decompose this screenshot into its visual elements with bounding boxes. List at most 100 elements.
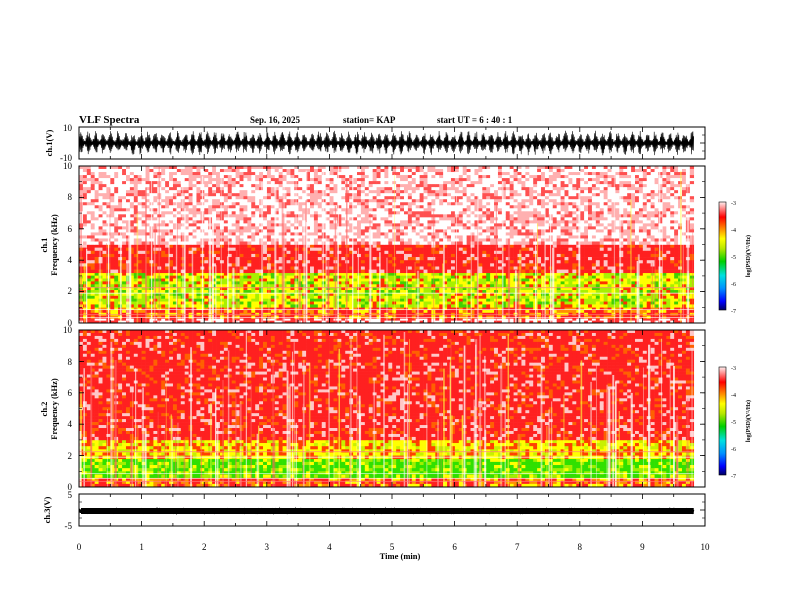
spectrogram-cell [122,292,127,297]
spectrogram-cell [122,232,127,236]
spectrogram-cell [216,290,221,294]
spectrogram-cell [650,257,655,261]
spectrogram-cell [125,229,131,233]
spectrogram-cell [306,266,311,270]
spectrogram-cell [627,301,632,305]
spectrogram-cell [259,318,264,321]
spectrogram-cell [501,253,507,258]
spectrogram-cell [364,315,370,319]
spectrogram-cell [380,275,385,279]
spectrogram-cell [357,310,362,314]
spectrogram-cell [564,278,569,282]
spectrogram-cell [317,292,323,297]
spectrogram-cell [396,266,401,270]
spectrogram-cell [599,287,604,291]
spectrogram-cell [576,301,581,305]
spectrogram-cell [259,269,264,274]
spectrogram-cell [646,247,651,252]
spectrogram-cell [204,269,209,274]
spectrogram-cell [274,307,279,311]
spectrogram-cell [568,263,573,267]
spectrogram-cell [450,244,456,248]
spectrogram-cell [223,310,229,314]
spectrogram-cell [599,250,604,255]
spectrogram-cell [556,269,561,274]
spectrogram-cell [580,244,585,248]
spectrogram-cell [364,310,370,314]
spectrogram-cell [282,266,287,270]
spectrogram-cell [380,284,385,288]
spectrogram-cell [584,250,589,255]
spectrogram-cell [165,166,170,170]
spectrogram-cell [447,292,452,297]
spectrogram-cell [482,320,487,324]
spectrogram-cell [176,193,182,197]
spectrogram-cell [329,315,334,319]
spectrogram-cell [251,263,256,267]
spectrogram-cell [615,253,620,258]
spectrogram-cell [509,278,514,282]
spectrogram-cell [388,260,393,264]
spectrogram-cell [110,226,115,230]
spectrogram-cell [145,238,150,242]
spectrogram-cell [102,217,107,221]
spectrogram-cell [588,310,593,314]
spectrogram-cell [94,281,99,285]
spectrogram-cell [110,214,115,218]
spectrogram-cell [313,320,319,324]
spectrogram-cell [263,278,268,282]
spectrogram-cell [141,238,146,242]
spectrogram-cell [306,318,311,321]
spectrogram-cell [169,266,174,270]
spectrogram-cell [474,307,479,311]
spectrogram-cell [282,315,287,319]
spectrogram-cell [584,295,589,299]
spectrogram-cell [212,295,217,299]
spectrogram-cell [685,244,691,248]
spectrogram-cell [282,244,287,248]
spectrogram-cell [169,275,174,279]
spectrogram-cell [176,298,182,302]
spectrogram-cell [94,241,99,245]
spectrogram-cell [102,301,107,305]
spectrogram-cell [439,278,444,282]
spectrogram-cell [114,166,119,170]
spectrogram-cell [337,295,342,299]
spectrogram-cell [282,310,287,314]
spectrogram-cell [521,269,526,274]
spectrogram-cell [129,190,135,194]
spectrogram-cell [458,260,464,264]
figure-title: VLF Spectra [79,114,140,126]
spectrogram-cell [435,304,440,308]
spectrogram-cell [689,284,695,288]
spectrogram-cell [603,275,608,279]
spectrogram-cell [372,253,377,258]
spectrogram-cell [118,205,123,209]
spectrogram-cell [681,315,687,319]
spectrogram-cell [623,257,628,261]
spectrogram-cell [603,310,608,314]
spectrogram-cell [454,266,460,270]
spectrogram-cell [274,266,279,270]
spectrogram-cell [251,260,256,264]
spectrogram-cell [376,269,381,274]
spectrogram-cell [544,247,550,252]
spectrogram-cell [376,275,381,279]
spectrogram-cell [216,253,221,258]
spectrogram-cell [627,292,632,297]
spectrogram-cell [110,253,115,258]
spectrogram-cell [439,290,444,294]
spectrogram-cell [462,310,467,314]
spectrogram-cell [658,298,663,302]
spectrogram-cell [407,301,413,305]
spectrogram-cell [689,301,695,305]
spectrogram-cell [556,281,561,285]
spectrogram-cell [474,278,479,282]
spectrogram-cell [94,205,99,209]
spectrogram-cell [638,281,644,285]
spectrogram-cell [114,307,119,311]
spectrogram-cell [388,281,393,285]
spectrogram-cell [266,247,272,252]
spectrogram-cell [454,304,460,308]
spectrogram-cell [86,181,92,185]
